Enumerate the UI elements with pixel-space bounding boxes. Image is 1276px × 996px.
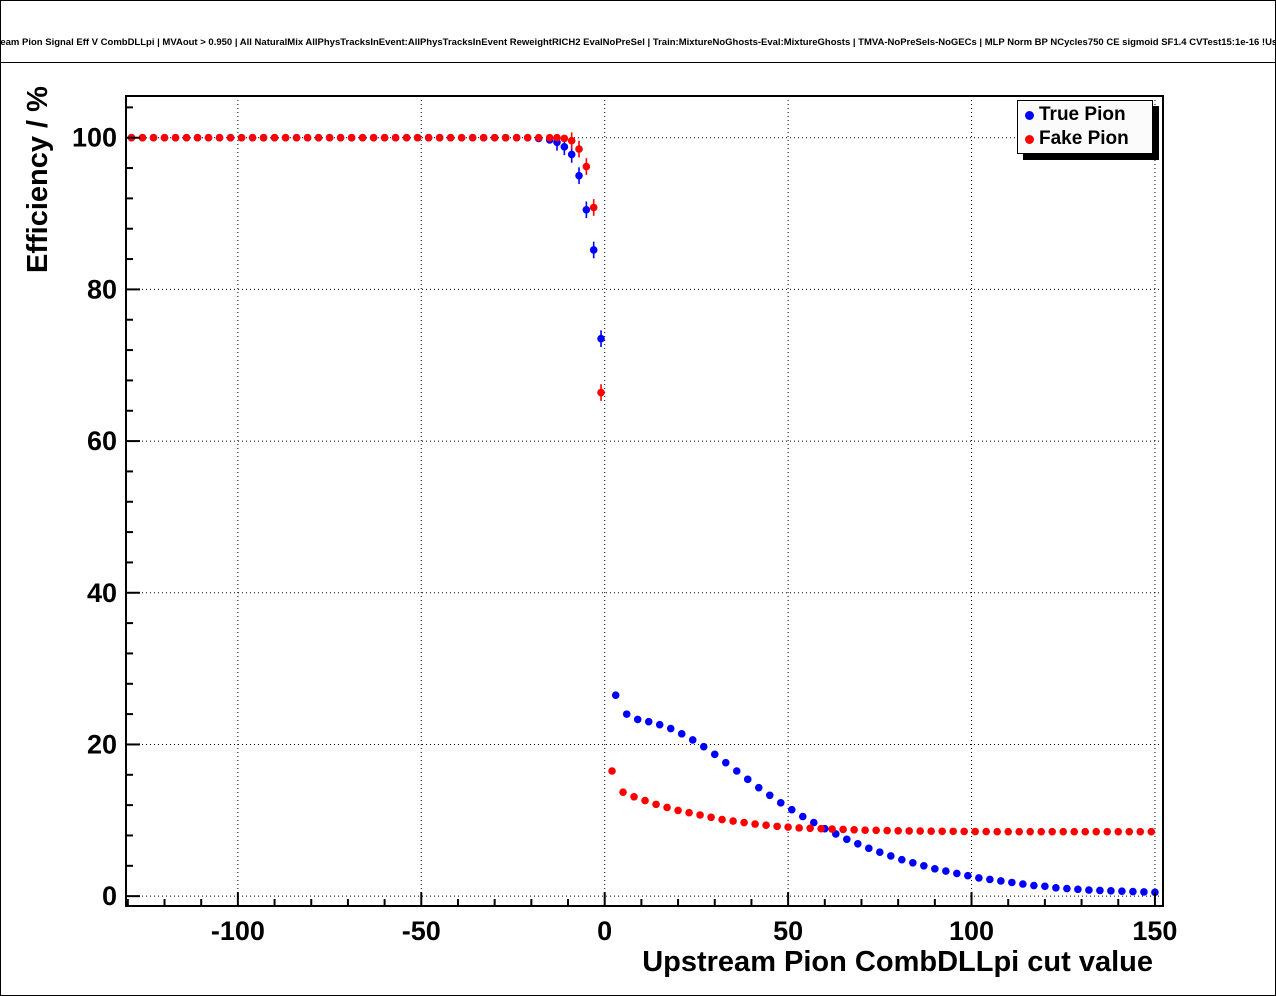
plot-frame xyxy=(125,95,1164,907)
svg-text:-100: -100 xyxy=(211,916,265,946)
series-fake-pion xyxy=(127,132,1156,836)
svg-text:100: 100 xyxy=(949,916,994,946)
tick-labels: -100 -50 0 50 100 150 0 20 40 60 80 100 xyxy=(72,123,1178,946)
legend-entry-true-pion: True Pion xyxy=(1018,103,1152,127)
plot-header: Upstream Pion Signal Eff V CombDLLpi | M… xyxy=(1,1,1275,63)
true-pion-marker-icon xyxy=(1025,110,1034,120)
svg-text:60: 60 xyxy=(87,426,117,456)
legend: True Pion Fake Pion xyxy=(1017,100,1153,154)
x-axis-title: Upstream Pion CombDLLpi cut value xyxy=(642,946,1153,978)
svg-text:150: 150 xyxy=(1132,916,1177,946)
svg-text:0: 0 xyxy=(102,881,117,911)
plot-title: Upstream Pion Signal Eff V CombDLLpi | M… xyxy=(0,37,1276,48)
series-true-pion xyxy=(127,133,1159,897)
svg-text:20: 20 xyxy=(87,729,117,759)
svg-text:50: 50 xyxy=(773,916,803,946)
y-axis-title: Efficiency / % xyxy=(22,86,54,273)
svg-text:0: 0 xyxy=(597,916,612,946)
fake-pion-marker-icon xyxy=(1025,134,1034,144)
svg-text:-50: -50 xyxy=(402,916,441,946)
svg-text:80: 80 xyxy=(87,274,117,304)
legend-label-true-pion: True Pion xyxy=(1039,104,1126,125)
legend-label-fake-pion: Fake Pion xyxy=(1039,128,1129,149)
legend-entry-fake-pion: Fake Pion xyxy=(1018,127,1152,151)
svg-text:100: 100 xyxy=(72,123,117,153)
svg-text:40: 40 xyxy=(87,578,117,608)
gridlines xyxy=(126,96,1163,906)
axis-ticks xyxy=(126,106,1156,906)
